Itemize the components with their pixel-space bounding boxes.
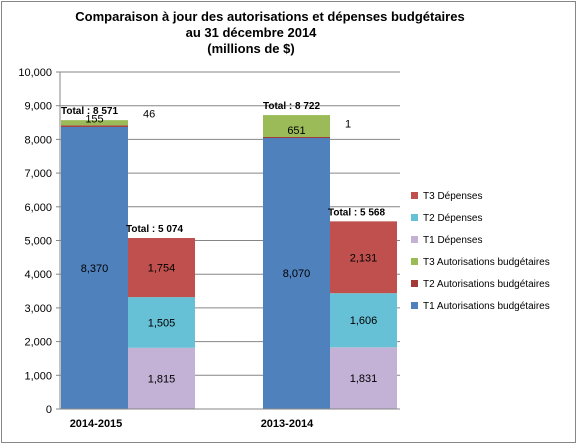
y-tick-label: 10,000 [18,67,52,79]
bar-segment [61,120,128,126]
data-label: 8,070 [283,268,311,280]
data-label: 1,606 [350,315,378,327]
bar-segment [263,137,330,409]
y-tick-label: 1,000 [24,370,52,382]
total-label: Total : 8 571 [61,106,118,117]
legend-swatch [411,236,418,243]
y-tick-label: 8,000 [24,134,52,146]
legend-label: T3 Dépenses [423,191,482,202]
bar-segment [128,347,195,409]
y-tick-label: 9,000 [24,101,52,113]
total-label: Total : 5 074 [126,224,183,235]
chart-title-line-3: (millions de $) [207,41,294,56]
y-tick-label: 5,000 [24,236,52,248]
bar-segment [263,137,330,139]
data-label: 1,815 [148,373,176,385]
bar-segment [61,126,128,409]
data-label: 651 [287,125,305,137]
chart-title-line-1: Comparaison à jour des autorisations et … [75,9,464,24]
chart-title-line-2: au 31 décembre 2014 [186,25,318,40]
y-tick-label: 3,000 [24,303,52,315]
legend-label: T3 Autorisations budgétaires [423,257,550,268]
legend-label: T1 Dépenses [423,235,482,246]
data-label: 8,370 [81,263,109,275]
legend-swatch [411,280,418,287]
y-tick-label: 7,000 [24,168,52,180]
axis-layer: 0 1,000 2,000 3,000 4,000 5,000 6,000 7,000 8,00… [18,67,400,430]
data-label: 2,131 [350,252,378,264]
bar-segment [330,293,397,348]
data-label: 46 [143,108,155,120]
y-tick-label: 2,000 [24,337,52,349]
total-label: Total : 5 568 [328,207,385,218]
bar-segment [263,115,330,138]
bar-segment [61,125,128,127]
bar-segment [330,347,397,409]
data-label: 1,831 [350,373,378,385]
data-label: 1,505 [148,317,176,329]
bar-segment [128,238,195,298]
bar-segment [128,297,195,348]
legend-swatch [411,258,418,265]
data-label: 155 [85,113,103,125]
bar-segment [330,221,397,294]
y-tick-label: 6,000 [24,202,52,214]
legend-label: T2 Autorisations budgétaires [423,279,550,290]
legend-swatch [411,302,418,309]
x-category-label: 2014-2015 [70,418,123,430]
legend: T3 Dépenses T2 Dépenses T1 Dépenses T3 Auto… [411,191,550,312]
y-tick-label: 4,000 [24,269,52,281]
data-label: 1 [345,119,351,131]
legend-label: T1 Autorisations budgétaires [423,301,550,312]
y-tick-label: 0 [46,404,52,416]
legend-swatch [411,214,418,221]
total-label: Total : 8 722 [263,101,320,112]
data-label: 1,754 [148,263,176,275]
x-category-label: 2013-2014 [261,418,314,430]
legend-label: T2 Dépenses [423,213,482,224]
legend-swatch [411,192,418,199]
